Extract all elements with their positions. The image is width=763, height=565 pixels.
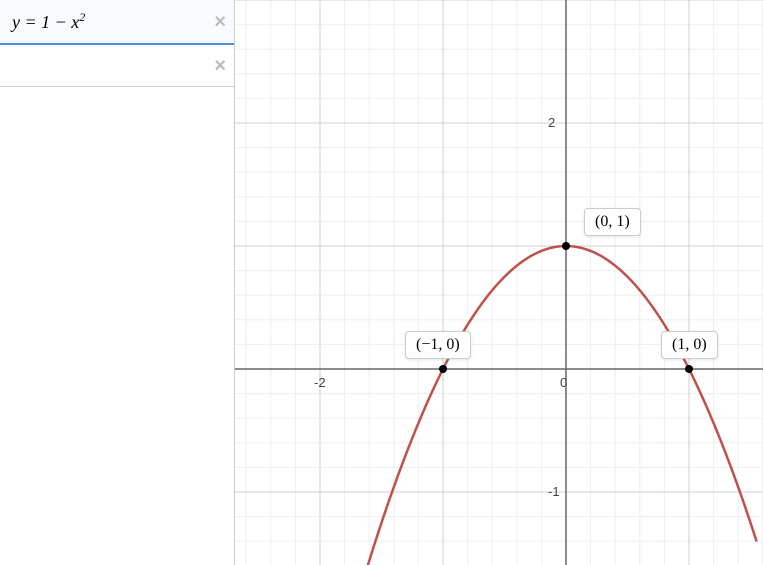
equation-row[interactable]: y = 1 − x2 ×: [0, 0, 234, 45]
equation-text: y = 1 − x2: [12, 12, 85, 32]
app-container: y = 1 − x2 × × -202-1(0, 1)(−1, 0)(1, 0): [0, 0, 763, 565]
close-icon[interactable]: ×: [214, 12, 226, 32]
equation-row-empty[interactable]: ×: [0, 45, 234, 87]
graph-svg: [235, 0, 763, 565]
close-icon[interactable]: ×: [214, 56, 226, 76]
equation-sidebar: y = 1 − x2 × ×: [0, 0, 235, 565]
graph-area[interactable]: -202-1(0, 1)(−1, 0)(1, 0): [235, 0, 763, 565]
